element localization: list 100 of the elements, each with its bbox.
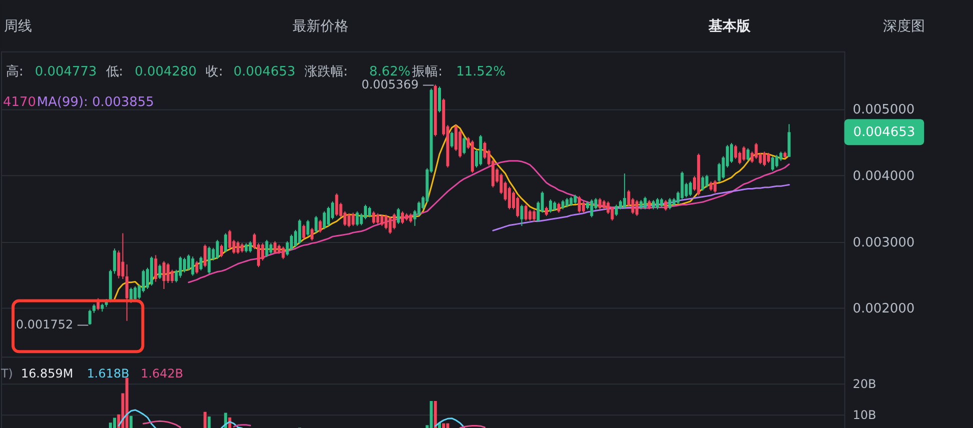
candlestick <box>688 180 692 197</box>
candlestick <box>714 180 717 194</box>
candlestick <box>318 219 322 234</box>
candlestick <box>668 198 672 210</box>
candlestick <box>767 152 770 164</box>
annotation: 0.004280 <box>134 64 197 80</box>
candlestick <box>364 204 367 220</box>
candlestick <box>220 244 224 258</box>
candlestick <box>409 212 412 224</box>
y-tick-label: 0.004000 <box>852 168 915 184</box>
candlestick <box>368 206 372 218</box>
candlestick <box>705 174 708 188</box>
candlestick <box>380 214 384 226</box>
candlestick <box>322 210 326 230</box>
candlestick <box>508 186 511 210</box>
candlestick <box>388 216 392 234</box>
candlestick <box>746 148 750 162</box>
candlestick <box>623 172 626 210</box>
candlestick <box>154 254 158 282</box>
text: 高: <box>6 63 24 80</box>
candlestick <box>228 229 232 250</box>
candlestick <box>216 239 219 260</box>
candlestick <box>462 136 466 155</box>
candlestick <box>614 204 618 216</box>
text: 周线 <box>4 18 32 34</box>
annotation: 8.62% <box>369 64 410 80</box>
candlestick <box>598 198 602 210</box>
candlestick <box>376 212 380 224</box>
candlestick <box>306 219 310 236</box>
candlestick <box>701 176 704 192</box>
y-tick-label: 0.005000 <box>852 102 915 118</box>
annotation: 收: <box>206 64 223 80</box>
text: 1.642B <box>140 366 184 381</box>
annotation: 11.52% <box>456 64 506 80</box>
annotation: 振幅: <box>412 64 443 80</box>
candlestick <box>166 262 170 284</box>
candlestick <box>290 234 293 251</box>
candlestick <box>204 244 207 268</box>
candlestick <box>762 151 766 167</box>
candlestick <box>199 256 202 271</box>
candlestick <box>532 209 536 222</box>
text: MA(99): 0.003855 <box>36 95 154 110</box>
candlestick <box>516 196 520 218</box>
candlestick <box>557 202 560 214</box>
candlestick <box>224 232 228 253</box>
y-tick-label: 0.003000 <box>852 235 915 250</box>
candlestick <box>396 208 400 224</box>
candlestick <box>244 242 248 253</box>
candlestick <box>644 196 647 210</box>
candlestick <box>125 264 128 322</box>
annotation: 0.001752 — <box>16 318 89 332</box>
candlestick <box>775 154 778 168</box>
candlestick <box>610 206 614 222</box>
candlestick <box>113 248 116 274</box>
candlestick <box>195 260 198 274</box>
candlestick <box>240 242 244 253</box>
y-tick-label: 0.002000 <box>852 302 915 317</box>
candlestick <box>648 200 651 210</box>
annotation: 0.004653 <box>234 64 296 80</box>
candlestick <box>352 212 355 226</box>
candlestick <box>528 209 532 222</box>
candlestick <box>602 200 606 210</box>
candlestick <box>348 212 351 228</box>
candlestick <box>660 198 664 208</box>
candlestick <box>570 196 573 207</box>
candlestick <box>549 198 552 214</box>
line-series <box>114 124 790 300</box>
text: T) <box>0 366 13 381</box>
candlestick <box>326 206 330 226</box>
annotation: 0.005369 — <box>361 78 434 92</box>
candlestick <box>754 142 758 160</box>
candlestick <box>335 192 338 216</box>
line-series <box>188 160 790 284</box>
candlestick <box>566 198 568 208</box>
line-series <box>492 184 790 232</box>
candlestick <box>121 232 124 280</box>
candlestick <box>178 256 182 278</box>
candlestick <box>314 215 318 234</box>
candlestick <box>578 196 581 214</box>
text: 深度图 <box>883 18 926 34</box>
annotation: 低: <box>106 64 124 80</box>
candlestick <box>438 86 441 113</box>
candlestick <box>269 242 272 254</box>
annotation: 0.004773 <box>34 64 97 80</box>
candlestick <box>656 198 659 210</box>
candlestick <box>372 210 376 224</box>
candlestick <box>590 198 594 218</box>
candlestick <box>182 257 186 273</box>
candlestick <box>248 240 252 253</box>
candlestick <box>278 244 281 254</box>
candlestick <box>520 204 524 226</box>
candlestick <box>282 246 285 260</box>
text: 4170 <box>2 95 36 110</box>
annotation: 涨跌幅: <box>304 64 348 80</box>
text: 最新价格 <box>292 18 348 34</box>
candlestick <box>544 206 548 216</box>
candlestick <box>162 260 166 290</box>
candlestick <box>635 200 638 216</box>
candlestick <box>640 200 643 210</box>
candlestick <box>771 156 774 172</box>
